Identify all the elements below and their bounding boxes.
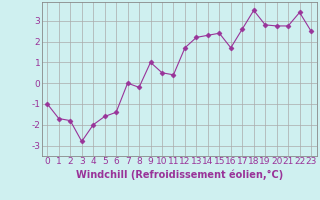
X-axis label: Windchill (Refroidissement éolien,°C): Windchill (Refroidissement éolien,°C): [76, 169, 283, 180]
